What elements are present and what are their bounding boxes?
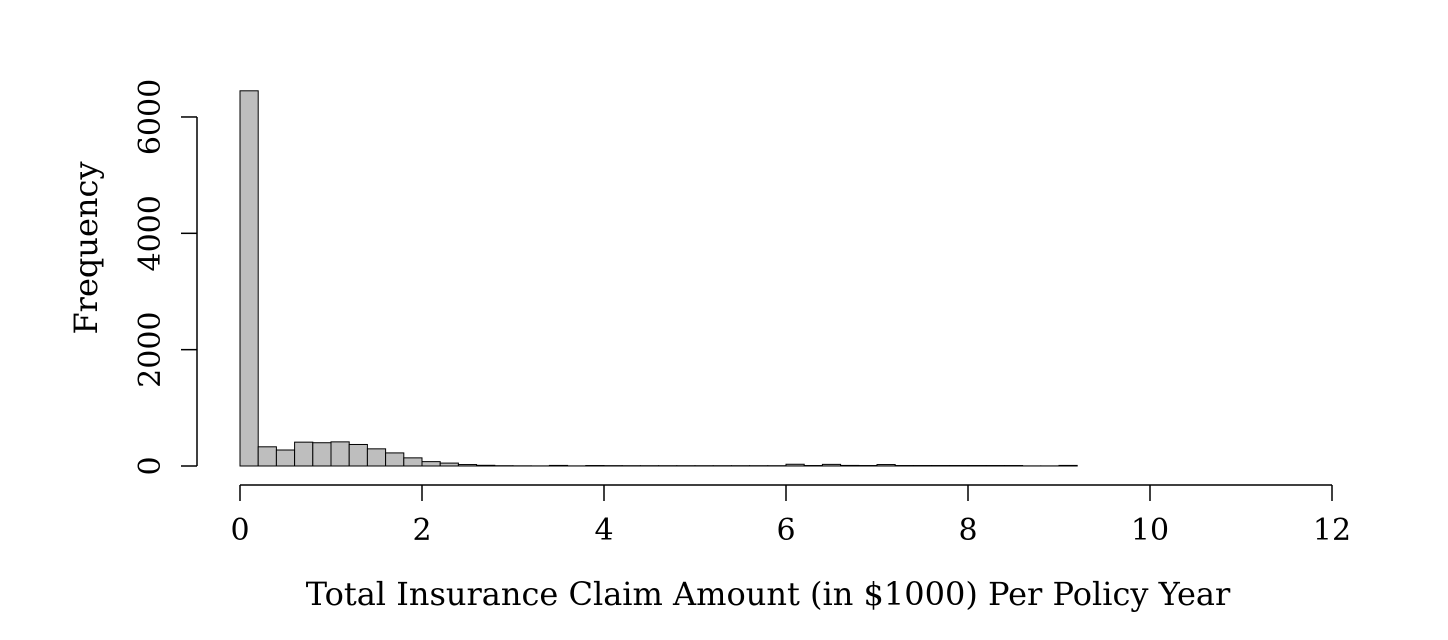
histogram-bar — [439, 462, 459, 467]
histogram-bar — [275, 449, 296, 467]
histogram-bar — [257, 446, 277, 467]
histogram-bar — [548, 464, 569, 467]
histogram-bar — [385, 452, 405, 467]
histogram-bar — [476, 464, 496, 467]
y-tick-label: 6000 — [133, 79, 168, 155]
histogram-bar — [348, 443, 368, 467]
x-tick-label: 8 — [958, 513, 977, 548]
y-tick-label: 4000 — [133, 195, 168, 271]
y-tick-label: 0 — [133, 456, 168, 475]
histogram-bar — [1058, 464, 1078, 467]
y-axis-ticks: 0 2000 4000 6000 — [133, 79, 197, 476]
x-axis-title: Total Insurance Claim Amount (in $1000) … — [306, 575, 1231, 613]
x-tick-label: 2 — [412, 513, 431, 548]
histogram-bar — [457, 464, 478, 467]
histogram-bar — [785, 463, 805, 467]
x-axis-ticks: 0 2 4 6 8 10 12 — [230, 485, 1351, 548]
histogram-bar — [421, 461, 441, 467]
x-tick-label: 0 — [230, 513, 249, 548]
histogram-bar — [330, 441, 350, 467]
x-tick-label: 4 — [594, 513, 613, 548]
x-tick-label: 12 — [1313, 513, 1351, 548]
y-axis-title: Frequency — [67, 161, 105, 334]
histogram-bar — [239, 90, 259, 467]
x-tick-label: 10 — [1131, 513, 1169, 548]
histogram-bar — [294, 441, 314, 467]
bars-group — [239, 90, 1078, 467]
histogram-bar — [876, 464, 896, 467]
x-tick-label: 6 — [776, 513, 795, 548]
histogram-bar — [403, 457, 423, 467]
histogram-bar — [366, 448, 387, 467]
y-tick-label: 2000 — [133, 311, 168, 387]
histogram-bar — [821, 463, 842, 467]
histogram-bar — [312, 442, 332, 467]
histogram-bar — [840, 464, 860, 467]
